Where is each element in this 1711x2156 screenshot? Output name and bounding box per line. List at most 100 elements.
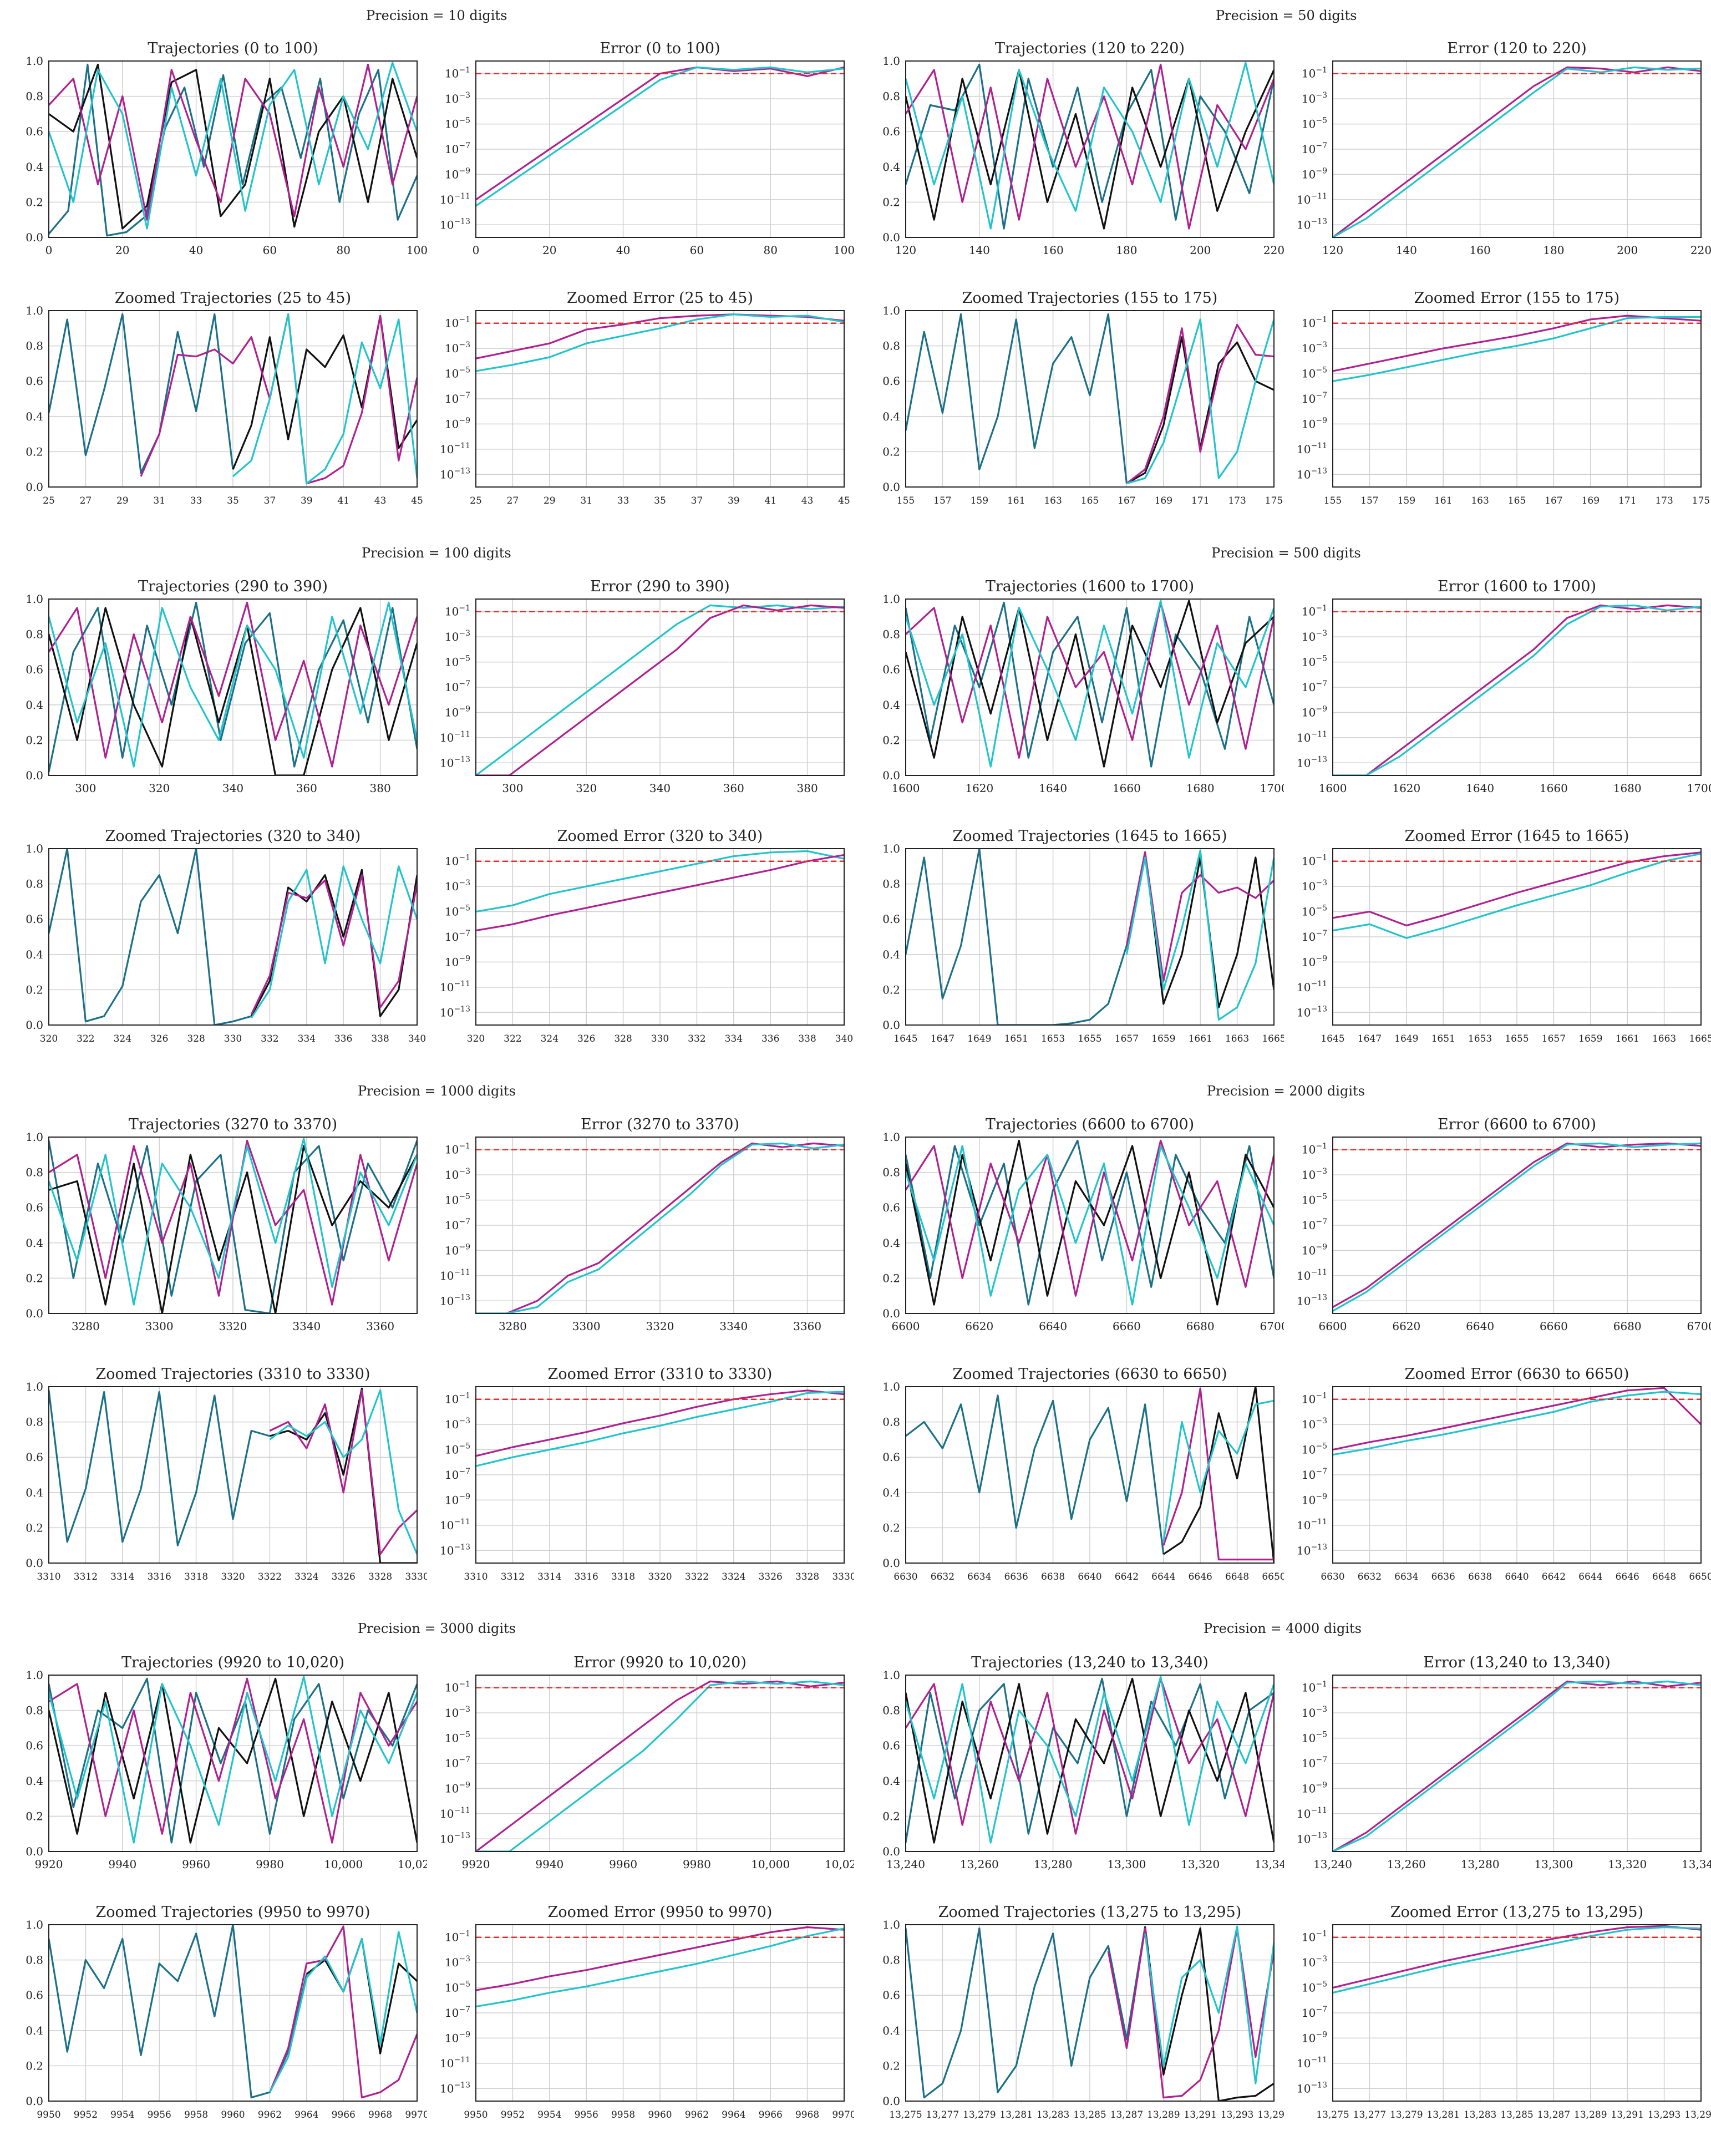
plot-frame [475, 848, 845, 1026]
x-tick-label: 1653 [1041, 1033, 1065, 1044]
y-tick-label: 0.6 [882, 1739, 900, 1752]
x-tick-label: 3326 [332, 1571, 356, 1582]
x-tick-label: 33 [190, 495, 202, 506]
x-tick-label: 13,277 [1353, 2109, 1386, 2121]
y-tick-label: 10−3 [1302, 879, 1327, 893]
series-line-cyan [1333, 66, 1701, 237]
series-line-cyan [1333, 853, 1701, 939]
x-tick-label: 9964 [295, 2109, 318, 2121]
x-tick-label: 6648 [1225, 1571, 1249, 1582]
y-tick-label: 0.0 [882, 1018, 900, 1032]
x-tick-label: 9920 [35, 1858, 63, 1871]
y-tick-label: 1.0 [26, 54, 43, 68]
series-line-black [906, 1677, 1274, 1844]
x-tick-label: 1620 [1392, 782, 1420, 795]
plot-frame [905, 1924, 1275, 2102]
series-line-teal [49, 63, 417, 237]
chart-title: Zoomed Trajectories (13,275 to 13,295) [938, 1904, 1242, 1921]
y-tick-label: 0.0 [882, 1845, 900, 1858]
x-tick-label: 380 [797, 782, 818, 795]
chart-11: Error (1600 to 1700) 1600 1620 1640 1660 1680… [1297, 578, 1711, 795]
y-tick-label: 10−11 [1297, 442, 1327, 456]
x-tick-label: 157 [933, 495, 951, 506]
x-tick-label: 340 [649, 782, 671, 795]
y-tick-label: 10−9 [445, 1492, 470, 1506]
x-tick-label: 1657 [1542, 1033, 1566, 1044]
x-tick-label: 1647 [1358, 1033, 1382, 1044]
y-tick-label: 10−5 [445, 1980, 470, 1995]
precision-label-1000: Precision = 1000 digits [358, 1083, 516, 1099]
x-tick-label: 13,289 [1574, 2109, 1607, 2121]
chart-5: Zoomed Error (25 to 45) 25 27 29 31 33 35 37 39 4… [440, 290, 850, 506]
x-tick-label: 9952 [74, 2109, 98, 2121]
y-tick-label: 10−7 [1302, 2005, 1327, 2020]
y-tick-label: 10−3 [445, 879, 470, 893]
y-tick-label: 10−5 [1302, 655, 1327, 669]
chart-13: Zoomed Error (320 to 340) 320 322 324 326 328… [440, 828, 853, 1044]
plot-frame [1332, 1924, 1702, 2102]
x-tick-label: 1651 [1431, 1033, 1455, 1044]
x-tick-label: 31 [153, 495, 165, 506]
series-line-cyan [49, 62, 417, 230]
x-tick-label: 3322 [685, 1571, 709, 1582]
x-tick-label: 6632 [1358, 1571, 1382, 1582]
x-tick-label: 6630 [1321, 1571, 1344, 1582]
x-tick-label: 336 [761, 1033, 779, 1044]
y-tick-label: 1.0 [882, 1380, 900, 1393]
chart-28: Zoomed Trajectories (9950 to 9970) 9950 99… [26, 1904, 427, 2121]
x-tick-label: 1645 [893, 1033, 917, 1044]
y-tick-label: 0.4 [882, 1774, 900, 1788]
y-tick-label: 0.8 [26, 628, 43, 641]
x-tick-label: 1665 [1262, 1033, 1284, 1044]
y-tick-label: 10−7 [1302, 1756, 1327, 1770]
y-tick-label: 10−13 [440, 1831, 470, 1845]
series-line-magenta [1162, 1387, 1274, 1561]
y-tick-label: 10−1 [445, 316, 470, 330]
x-tick-label: 9958 [184, 2109, 208, 2121]
series-line-black [49, 607, 417, 775]
x-tick-label: 360 [296, 782, 317, 795]
y-tick-label: 10−7 [1302, 141, 1327, 156]
chart-title: Error (13,240 to 13,340) [1423, 1654, 1611, 1671]
plot-frame [475, 1386, 845, 1564]
y-tick-label: 1.0 [26, 1668, 43, 1682]
series-line-magenta [269, 1389, 417, 1555]
y-tick-label: 10−7 [445, 2005, 470, 2020]
y-tick-label: 10−13 [440, 1005, 470, 1019]
series-line-magenta [1333, 604, 1701, 775]
chart-10: Trajectories (1600 to 1700) 1600 1620 1640 1… [882, 578, 1284, 795]
plot-frame [48, 1137, 418, 1314]
x-tick-label: 9950 [464, 2109, 488, 2121]
x-tick-label: 9954 [110, 2109, 134, 2121]
x-tick-label: 1649 [967, 1033, 991, 1044]
x-tick-label: 332 [688, 1033, 705, 1044]
y-tick-label: 0.8 [882, 339, 900, 353]
y-tick-label: 0.0 [882, 2094, 900, 2108]
series-line-magenta [476, 1142, 844, 1313]
x-tick-label: 6700 [1260, 1320, 1284, 1333]
y-tick-label: 10−13 [1297, 466, 1327, 481]
y-tick-label: 10−9 [1302, 2030, 1327, 2045]
x-tick-label: 1680 [1186, 782, 1215, 795]
x-tick-label: 3318 [611, 1571, 635, 1582]
y-tick-label: 0.6 [882, 1450, 900, 1464]
y-tick-label: 10−7 [445, 1217, 470, 1232]
x-tick-label: 169 [1155, 495, 1172, 506]
y-tick-label: 10−11 [440, 1806, 470, 1820]
x-tick-label: 41 [764, 495, 776, 506]
series-line-magenta [1333, 1387, 1701, 1451]
series-line-cyan [1144, 1925, 1274, 2084]
x-tick-label: 9958 [611, 2109, 635, 2121]
x-tick-label: 9956 [575, 2109, 598, 2121]
y-tick-label: 10−5 [445, 1442, 470, 1457]
x-tick-label: 1600 [892, 782, 920, 795]
chart-0: Trajectories (0 to 100) 0 20 40 60 80 100 0.0 0.… [26, 40, 427, 257]
series-line-cyan [476, 66, 844, 207]
x-tick-label: 13,275 [889, 2109, 922, 2121]
x-tick-label: 3340 [292, 1320, 321, 1333]
y-tick-label: 10−3 [445, 1955, 470, 1969]
series-line-cyan [1333, 1391, 1701, 1456]
precision-label-4000: Precision = 4000 digits [1204, 1621, 1362, 1636]
series-line-teal [49, 601, 417, 772]
